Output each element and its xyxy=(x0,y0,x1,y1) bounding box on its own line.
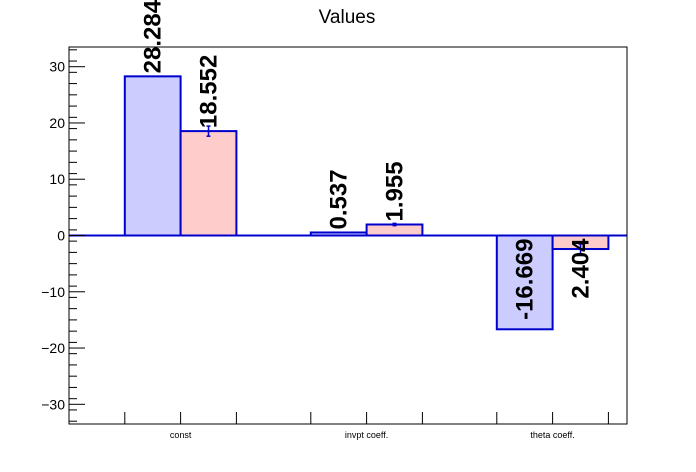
x-tick-label: theta coeff. xyxy=(530,430,574,440)
data-label: 18.552 xyxy=(196,55,223,128)
data-label: 2.404 xyxy=(568,238,595,299)
y-tick-label: 10 xyxy=(49,171,65,187)
data-labels-layer: 28.284 0.537 -16.669 18.552 1.955 2.404 xyxy=(140,0,595,320)
x-tick-label: invpt coeff. xyxy=(345,430,388,440)
chart-title: Values xyxy=(319,7,376,28)
data-label: 1.955 xyxy=(382,161,409,221)
axes-layer: −30 −20 −10 0 10 20 30 const invpt coeff. theta c… xyxy=(41,49,609,440)
bar xyxy=(123,75,182,237)
x-tick-label: const xyxy=(170,430,192,440)
y-tick-label: 30 xyxy=(49,59,65,75)
y-tick-label: 20 xyxy=(49,115,65,131)
y-tick-label: −10 xyxy=(41,284,65,300)
bars-layer xyxy=(69,75,627,331)
data-label: 28.284 xyxy=(140,0,167,73)
bar xyxy=(179,130,238,237)
y-tick-label: −20 xyxy=(41,340,65,356)
data-label: -16.669 xyxy=(512,239,539,320)
y-tick-label: −30 xyxy=(41,396,65,412)
data-label: 0.537 xyxy=(326,169,353,229)
y-tick-label: 0 xyxy=(57,228,65,244)
